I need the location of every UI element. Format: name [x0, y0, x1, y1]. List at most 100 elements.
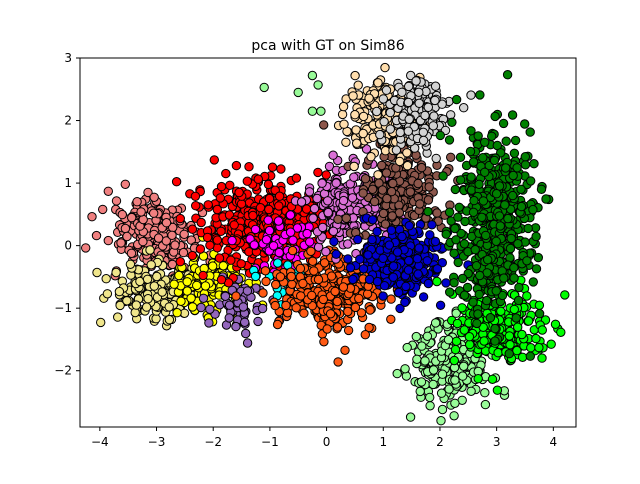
data-point-outlier	[259, 82, 269, 93]
data-point	[141, 302, 152, 312]
y-tick-label: 2	[64, 114, 72, 128]
data-point	[372, 226, 382, 237]
data-point	[414, 98, 424, 109]
data-point	[287, 245, 298, 256]
data-point	[348, 91, 358, 101]
data-point	[471, 261, 482, 271]
x-tick-label: 2	[436, 435, 444, 449]
data-point	[360, 174, 371, 184]
data-point-outlier	[98, 204, 108, 215]
data-point	[253, 316, 263, 327]
data-point	[349, 172, 359, 182]
data-point	[468, 207, 479, 218]
data-point	[386, 314, 396, 324]
data-point	[81, 243, 91, 253]
x-tick-label: 4	[550, 435, 558, 449]
data-point	[436, 416, 446, 426]
data-point	[212, 204, 223, 215]
data-point	[196, 217, 206, 228]
data-point	[208, 261, 218, 271]
data-point	[198, 293, 209, 303]
data-point	[479, 336, 489, 346]
data-point	[331, 249, 341, 259]
data-point	[286, 271, 296, 282]
data-point	[216, 226, 226, 237]
data-point	[333, 214, 343, 225]
data-point	[309, 203, 320, 214]
data-point	[473, 309, 483, 319]
data-point	[132, 197, 142, 207]
data-point	[513, 322, 523, 332]
data-point	[537, 353, 547, 363]
data-point	[413, 269, 423, 279]
data-point	[358, 264, 369, 274]
data-point	[296, 291, 306, 301]
data-point	[531, 264, 542, 274]
data-point	[418, 135, 429, 146]
data-point	[353, 234, 363, 245]
data-point	[204, 318, 214, 328]
data-point	[285, 227, 296, 237]
data-point	[403, 265, 414, 275]
data-point	[186, 293, 196, 303]
data-point	[386, 225, 397, 235]
data-point	[248, 210, 258, 221]
data-point	[478, 153, 488, 163]
data-point	[224, 313, 234, 323]
data-point	[169, 279, 179, 289]
data-point	[489, 155, 500, 166]
data-point	[534, 342, 544, 353]
data-point	[481, 230, 491, 241]
data-point	[417, 341, 427, 351]
data-point	[466, 126, 476, 136]
data-point	[164, 302, 174, 312]
data-point	[404, 221, 414, 231]
data-point	[475, 90, 485, 100]
data-point	[438, 171, 448, 181]
data-point	[333, 357, 343, 367]
data-point	[321, 170, 331, 180]
data-point	[364, 322, 374, 333]
data-point	[501, 163, 511, 173]
data-point	[116, 238, 126, 248]
data-point	[509, 148, 520, 159]
data-point	[236, 199, 247, 209]
data-point	[200, 281, 211, 291]
data-point	[241, 328, 251, 339]
data-point	[102, 289, 113, 299]
data-point	[494, 181, 505, 191]
data-point	[391, 145, 402, 155]
data-point	[483, 255, 493, 265]
data-point	[437, 369, 448, 379]
data-point	[386, 294, 396, 304]
data-point	[385, 124, 395, 134]
data-point	[138, 214, 148, 225]
data-point	[347, 193, 358, 203]
data-point	[377, 185, 388, 195]
data-point	[214, 253, 225, 263]
data-point	[402, 342, 412, 353]
data-point	[187, 302, 198, 312]
data-point	[480, 388, 490, 398]
data-point	[435, 300, 446, 310]
data-point	[526, 176, 536, 186]
data-point	[480, 167, 490, 178]
data-point	[195, 244, 206, 254]
data-point	[274, 191, 285, 201]
data-point	[215, 193, 226, 203]
data-point	[343, 254, 353, 264]
data-point	[469, 195, 479, 206]
data-point	[474, 179, 484, 190]
data-point	[477, 212, 487, 223]
data-point	[264, 193, 275, 204]
data-point	[308, 256, 318, 266]
data-point	[367, 234, 377, 245]
data-point	[136, 207, 146, 217]
data-point	[164, 315, 175, 325]
data-point	[412, 254, 423, 264]
data-point	[505, 243, 516, 254]
data-point	[511, 313, 521, 323]
data-point	[430, 81, 441, 91]
data-point	[491, 286, 501, 296]
data-point	[220, 291, 231, 301]
